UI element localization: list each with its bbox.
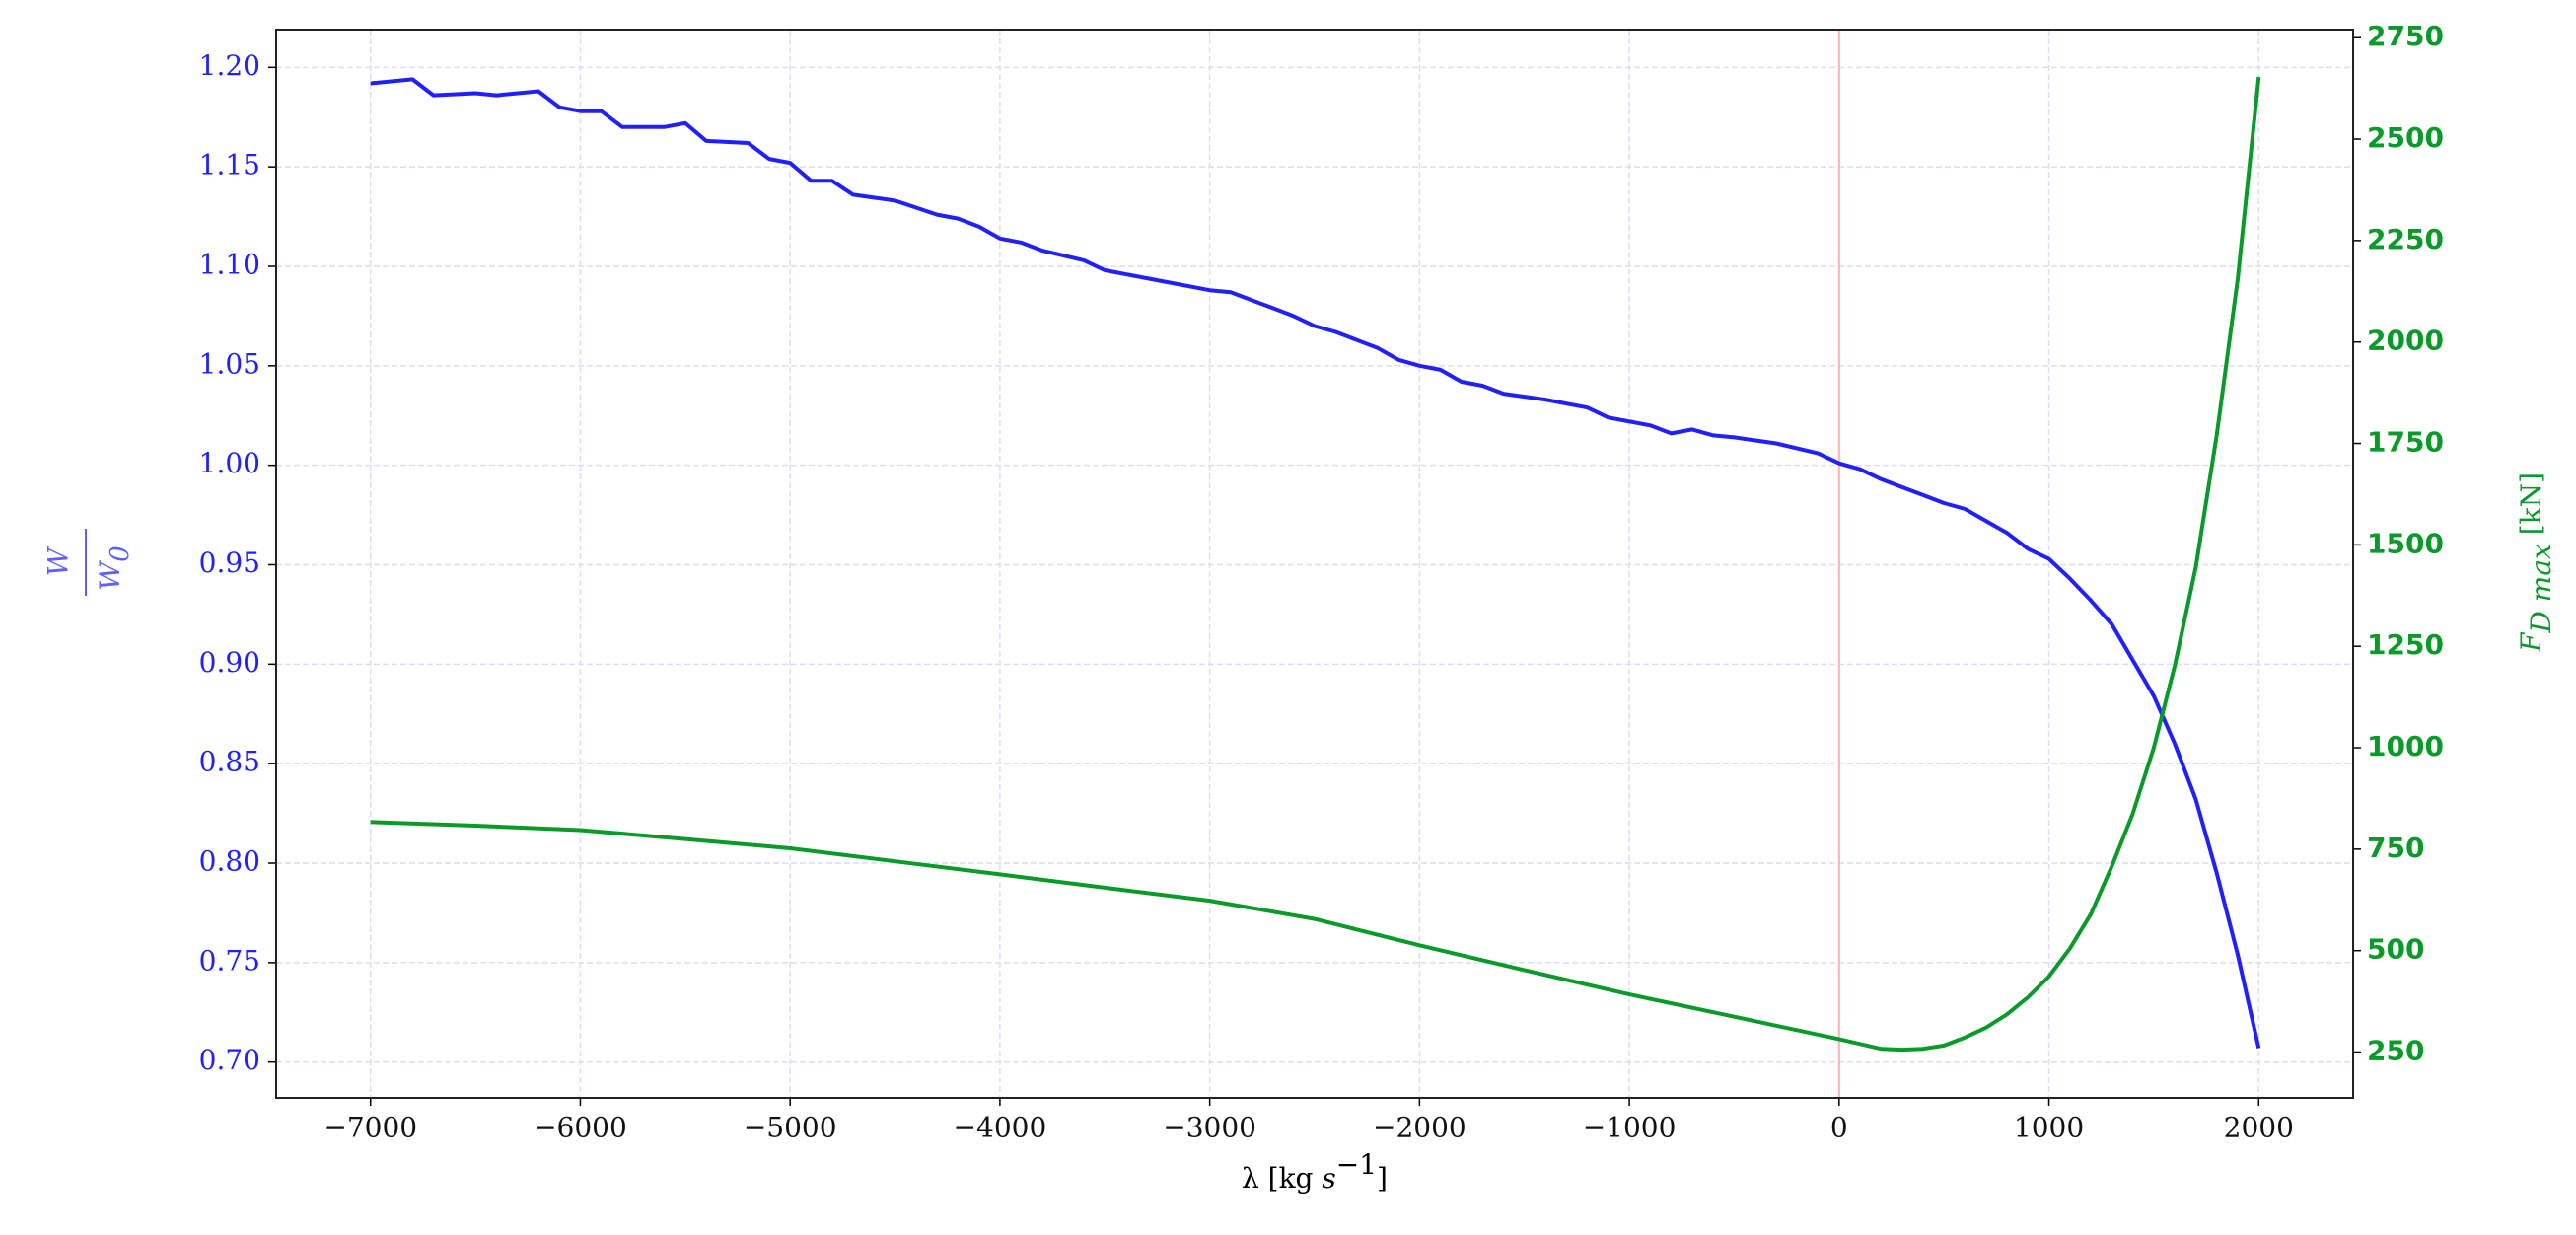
y-label-denominator: W0 xyxy=(94,545,136,590)
y-tick-label: 0.70 xyxy=(199,1044,260,1076)
x-label-sup: −1 xyxy=(1336,1148,1377,1181)
y2-tick-label: 1750 xyxy=(2367,426,2444,459)
y2-label-sub: D max xyxy=(2525,544,2557,634)
y-tick-label: 1.05 xyxy=(199,347,260,380)
y2-label-unit: [kN] xyxy=(2515,472,2547,544)
x-tick-label: 0 xyxy=(1830,1112,1848,1144)
x-tick-label: −7000 xyxy=(323,1112,417,1144)
x-tick-label: −3000 xyxy=(1163,1112,1256,1144)
x-label-close: ] xyxy=(1377,1162,1388,1195)
y-tick-label: 1.10 xyxy=(199,248,260,280)
y2-tick-label: 1000 xyxy=(2367,730,2444,763)
y2-tick-label: 500 xyxy=(2367,933,2424,966)
y2-tick-label: 2500 xyxy=(2367,121,2444,154)
x-axis-label: λ [kg s−1] xyxy=(1242,1148,1388,1195)
y-label-numerator: W xyxy=(42,545,75,576)
y2-tick-label: 2250 xyxy=(2367,223,2444,255)
y-label-sub: 0 xyxy=(106,545,135,562)
series-line xyxy=(370,77,2261,1050)
x-tick-label: −5000 xyxy=(744,1112,837,1144)
y2-tick-label: 2750 xyxy=(2367,20,2444,52)
y-tick-label: 1.20 xyxy=(199,49,260,82)
x-tick-label: −2000 xyxy=(1373,1112,1467,1144)
x-tick-label: −6000 xyxy=(534,1112,627,1144)
y2-axis-label: FD max [kN] xyxy=(2515,472,2557,653)
y-axis-label: W W0 xyxy=(42,529,136,596)
x-tick-label: −4000 xyxy=(954,1112,1047,1144)
series-line xyxy=(370,76,2261,1053)
y-tick-label: 1.00 xyxy=(199,447,260,479)
y2-tick-label: 250 xyxy=(2367,1035,2424,1067)
y-tick-label: 0.90 xyxy=(199,646,260,679)
y-tick-label: 0.80 xyxy=(199,845,260,878)
x-label-text: λ [kg xyxy=(1242,1162,1322,1195)
y-label-den: W xyxy=(94,560,126,591)
x-tick-label: −1000 xyxy=(1583,1112,1677,1144)
x-label-italic: s xyxy=(1322,1162,1335,1195)
y-tick-label: 1.15 xyxy=(199,149,260,182)
y-tick-label: 0.95 xyxy=(199,546,260,579)
x-tick-label: 2000 xyxy=(2224,1112,2294,1144)
y2-tick-label: 1500 xyxy=(2367,527,2444,559)
x-tick-label: 1000 xyxy=(2014,1112,2084,1144)
y-tick-label: 0.75 xyxy=(199,944,260,977)
plot-frame xyxy=(275,29,2354,1099)
y-tick-label: 0.85 xyxy=(199,746,260,778)
y2-tick-label: 750 xyxy=(2367,832,2424,864)
y2-label-italic: F xyxy=(2515,631,2547,653)
y2-tick-label: 1250 xyxy=(2367,628,2444,661)
y2-tick-label: 2000 xyxy=(2367,325,2444,357)
